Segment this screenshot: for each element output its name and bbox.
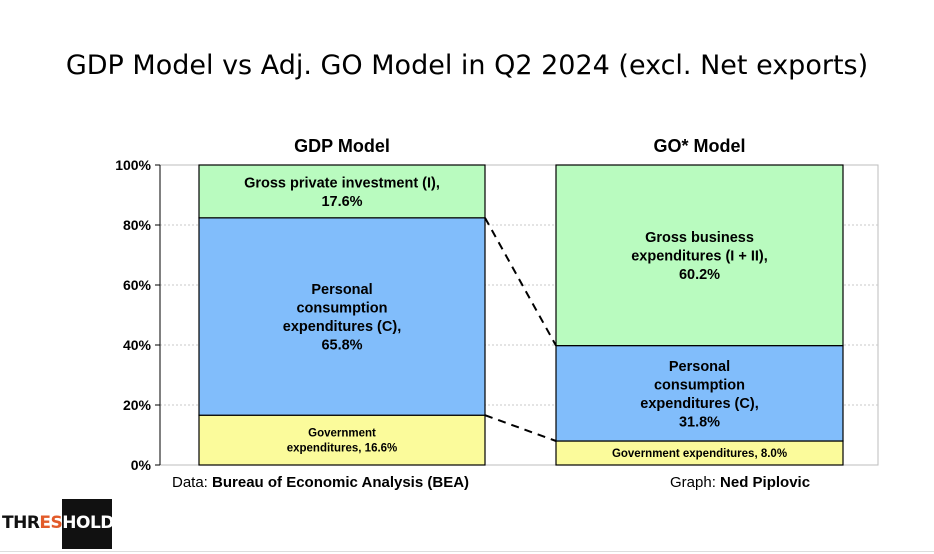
data-source-name: Bureau of Economic Analysis (BEA) <box>212 474 470 491</box>
segment-label: expenditures (C), <box>640 396 758 412</box>
bar-segment <box>555 164 844 347</box>
threshold-logo: THRESHOLD <box>0 499 114 549</box>
logo-dark-block <box>62 499 112 549</box>
y-tick-label: 100% <box>115 157 151 173</box>
segment-label: expenditures, 16.6% <box>287 443 398 455</box>
segment-label: expenditures (C), <box>283 319 401 335</box>
segment-label: consumption <box>296 300 387 316</box>
graph-credit-author: Ned Piplovic <box>720 474 811 491</box>
y-tick-label: 20% <box>123 397 152 413</box>
graph-credit: Graph: Ned Piplovic <box>670 474 810 491</box>
bottom-divider <box>0 551 934 552</box>
dashed-connector <box>484 217 557 347</box>
graph-credit-prefix: Graph: <box>670 474 721 491</box>
segment-label: consumption <box>654 377 745 393</box>
y-tick-label: 40% <box>123 337 152 353</box>
segment-label: Government expenditures, 8.0% <box>612 448 787 460</box>
bar-segment <box>555 440 844 466</box>
y-tick-label: 0% <box>131 457 152 473</box>
segment-label: Gross private investment (I), <box>244 175 440 191</box>
segment-label: 65.8% <box>321 337 362 353</box>
chart-title: GDP Model vs Adj. GO Model in Q2 2024 (e… <box>65 50 869 81</box>
dashed-connector <box>484 414 557 442</box>
logo-text-part1: THR <box>2 513 40 533</box>
bar-title: GDP Model <box>294 136 390 156</box>
segment-label: Government <box>308 428 376 440</box>
logo-text-part3: HOLD <box>62 513 114 533</box>
segment-label: 17.6% <box>321 194 362 210</box>
logo-text-part2: ES <box>39 513 63 533</box>
segment-label: Gross business <box>645 230 754 246</box>
segment-label: Personal <box>311 282 372 298</box>
segment-label: Personal <box>669 359 730 375</box>
segment-label: 60.2% <box>679 267 720 283</box>
y-tick-label: 60% <box>123 277 152 293</box>
bar-segment <box>198 217 486 416</box>
bar-segment <box>555 345 844 442</box>
segment-label: 31.8% <box>679 414 720 430</box>
bar-title: GO* Model <box>653 136 745 156</box>
bar-segment <box>198 414 486 466</box>
data-source-prefix: Data: <box>172 474 213 491</box>
y-tick-label: 80% <box>123 217 152 233</box>
data-source-note: Data: Bureau of Economic Analysis (BEA) <box>172 474 469 491</box>
bar-segment <box>198 164 486 219</box>
segment-label: expenditures (I + II), <box>631 249 768 265</box>
